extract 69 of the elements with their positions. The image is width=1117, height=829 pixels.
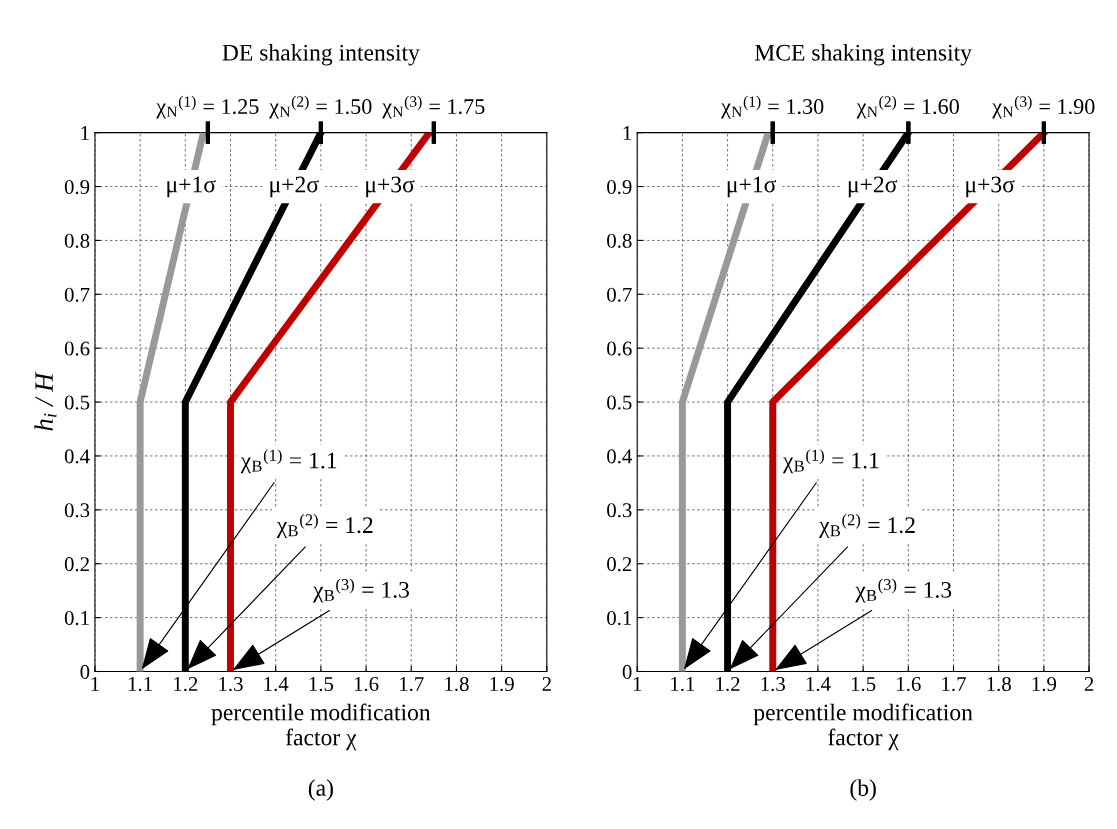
x-tick-label: 1.2	[716, 677, 740, 692]
y-tick-label: 0.9	[607, 179, 632, 195]
y-tick-label: 0.1	[607, 610, 632, 626]
annotation: χ$_{N}$$^{(1)}$ = 1.25	[156, 95, 259, 119]
y-tick-label: 0.7	[607, 287, 632, 302]
x-tick-label: 1.5	[309, 677, 334, 692]
annotation: χ$_{B}$$^{(3)}$ = 1.3	[855, 578, 952, 603]
annotation: χ$_{B}$$^{(2)}$ = 1.2	[276, 513, 373, 538]
y-tick-label: 0.1	[64, 610, 89, 626]
y-tick-label: 0.6	[64, 341, 90, 356]
y-tick-label: 0.9	[64, 179, 90, 195]
series-label: μ+1σ	[727, 176, 776, 198]
annotation: χ$_{N}$$^{(3)}$ = 1.90	[992, 95, 1095, 119]
annotation: χ$_{B}$$^{(2)}$ = 1.2	[819, 513, 915, 538]
annotation: χ$_{B}$$^{(1)}$ = 1.1	[782, 449, 879, 474]
annotation: χ$_{B}$$^{(3)}$ = 1.3	[313, 578, 409, 603]
series-label: μ+3σ	[966, 176, 1015, 198]
annotation: χ$_{N}$$^{(3)}$ = 1.75	[382, 95, 485, 119]
y-tick-label: 0.8	[64, 233, 90, 248]
series-label: μ+2σ	[270, 176, 319, 198]
series-label: μ+2σ	[848, 176, 898, 198]
y-tick-label: 0.3	[607, 503, 632, 518]
y-tick-label: 0	[80, 664, 90, 679]
x-tick-label: 1.1	[671, 677, 695, 692]
x-tick-label: 1.4	[264, 677, 289, 692]
annotation: χ$_{N}$$^{(1)}$ = 1.30	[721, 95, 824, 119]
y-tick-label: 0.3	[64, 503, 90, 518]
x-tick-label: 1.9	[1032, 677, 1057, 692]
chart-title: DE shaking intensity	[222, 44, 420, 66]
text: (a)	[308, 779, 333, 801]
y-tick-label: 0	[622, 664, 632, 679]
x-tick-label: 1.8	[445, 676, 469, 692]
y-tick-label: 0.8	[607, 233, 632, 248]
x-tick-label: 1.1	[128, 677, 152, 692]
y-tick-label: 0.4	[64, 449, 90, 464]
x-tick-label: 1.9	[490, 677, 514, 692]
x-tick-label: 1	[633, 677, 642, 691]
annotation: χ$_{N}$$^{(2)}$ = 1.50	[269, 95, 372, 119]
x-tick-label: 1.7	[400, 677, 424, 692]
y-tick-label: 0.5	[64, 395, 90, 410]
x-tick-label: 2	[542, 677, 551, 691]
x-tick-label: 1.7	[942, 677, 966, 692]
x-axis-title: percentile modification factor χ	[753, 703, 973, 751]
y-tick-label: 1	[81, 126, 89, 140]
annotation: χ$_{N}$$^{(2)}$ = 1.60	[856, 95, 959, 119]
y-tick-label: 0.6	[607, 341, 632, 356]
series-label: μ+1σ	[167, 176, 216, 198]
y-tick-label: 0.7	[64, 287, 90, 302]
x-tick-label: 1	[91, 677, 99, 691]
x-tick-label: 1.3	[761, 677, 785, 692]
y-axis-title: h$_{i}$ / H	[34, 371, 57, 431]
text: (b)	[850, 779, 876, 801]
x-tick-label: 1.6	[354, 677, 379, 692]
y-tick-label: 0.5	[607, 395, 632, 410]
series-label: μ+3σ	[366, 176, 415, 198]
x-tick-label: 1.5	[851, 677, 876, 692]
y-tick-label: 0.2	[64, 557, 89, 572]
x-axis-title: percentile modification factor χ	[211, 703, 431, 751]
chart-title: MCE shaking intensity	[754, 44, 972, 66]
x-tick-label: 1.2	[174, 677, 198, 692]
x-tick-label: 1.4	[806, 677, 831, 692]
y-tick-label: 0.2	[607, 557, 632, 572]
y-tick-label: 1	[623, 126, 632, 140]
x-tick-label: 2	[1084, 677, 1094, 691]
annotation: χ$_{B}$$^{(1)}$ = 1.1	[240, 449, 337, 474]
x-tick-label: 1.8	[987, 676, 1011, 692]
y-tick-label: 0.4	[607, 449, 633, 464]
x-tick-label: 1.3	[219, 677, 243, 692]
x-tick-label: 1.6	[897, 677, 921, 692]
